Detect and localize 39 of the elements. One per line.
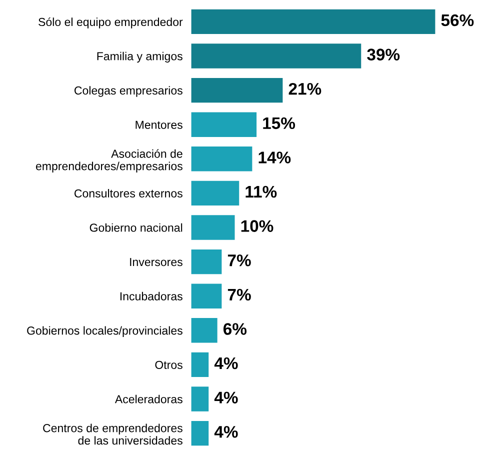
y-tick-label: Incubadoras [120,292,182,300]
bar [191,78,283,103]
bar [191,318,218,343]
y-tick-label: Consultores externos [74,189,182,198]
data-label: 11% [246,186,277,198]
data-label: 6% [223,323,247,335]
bar [191,386,209,412]
bar [191,9,436,34]
y-tick-label: Gobiernos locales/provinciales [27,326,182,337]
data-label: 56% [441,14,474,26]
y-tick-label: Inversores [130,258,182,266]
y-tick-label: Familia y amigos [97,52,182,63]
data-label: 10% [241,220,274,232]
y-tick-label: Aceleradoras [114,394,182,404]
bar [191,249,222,274]
y-tick-label: Centros de emprendedores de las universidades [43,424,182,445]
y-tick-label: Asociación de emprendedores/empresarios [36,149,182,173]
y-tick-label: Otros [155,360,182,369]
y-tick-label: Sólo el equipo emprendedor [38,17,183,28]
bar [191,215,235,240]
bar [191,352,209,378]
bar [191,44,362,68]
data-label: 39% [367,48,400,60]
bar [191,284,222,308]
bar [191,180,240,206]
data-label: 7% [228,288,251,301]
bar [191,420,209,446]
y-tick-label: Gobierno nacional [90,223,182,232]
bar [191,146,252,172]
bar [191,112,257,137]
data-label: 7% [228,254,251,266]
y-tick-label: Colegas empresarios [74,86,182,97]
data-label: 4% [214,357,238,370]
data-label: 21% [288,82,322,95]
data-label: 4% [214,426,238,438]
y-tick-label: Mentores [136,120,182,129]
data-label: 15% [263,117,296,130]
data-label: 14% [258,152,291,164]
data-label: 4% [214,392,238,404]
